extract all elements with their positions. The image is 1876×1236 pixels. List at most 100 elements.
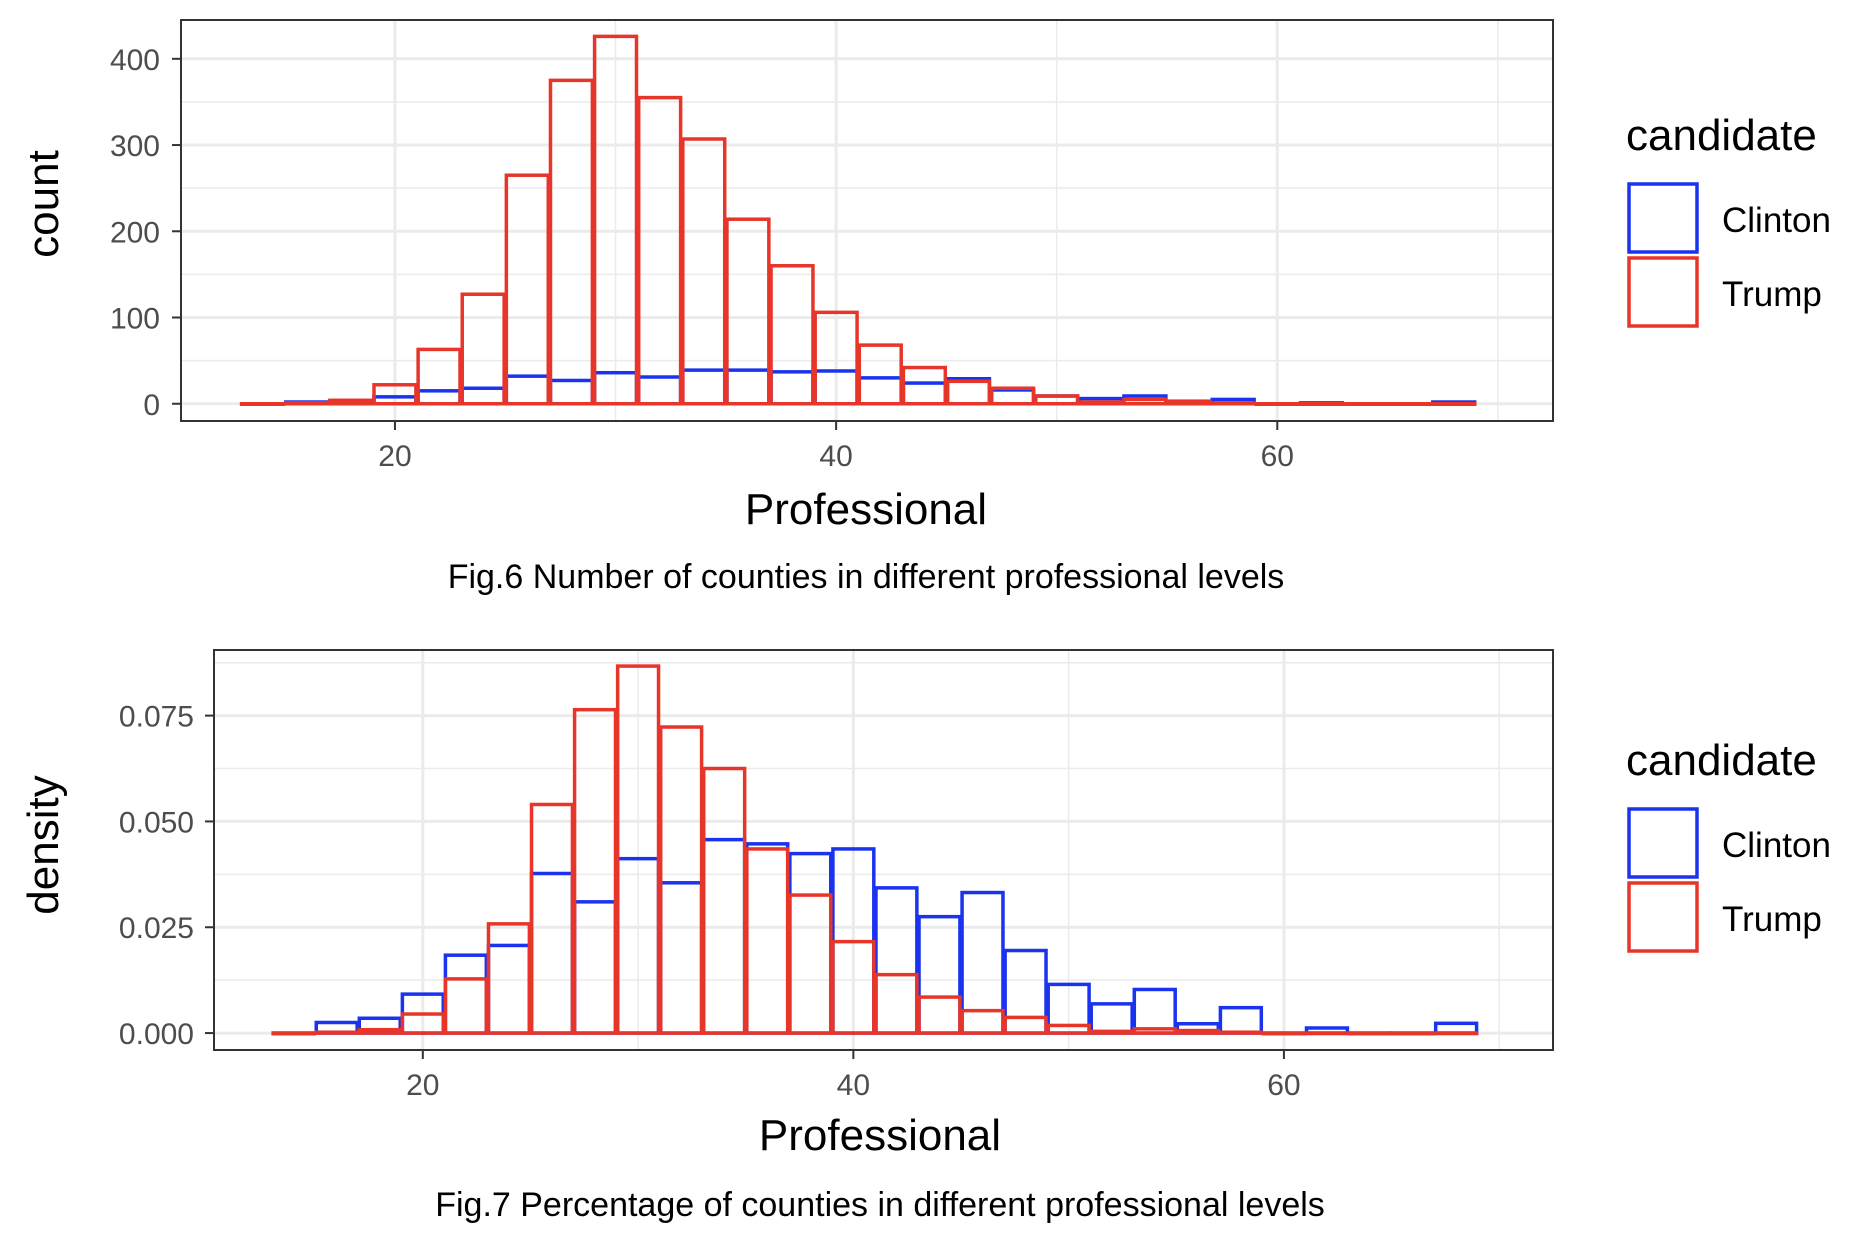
y-tick-label: 0.025: [119, 912, 194, 945]
trump-bar: [400, 1012, 446, 1035]
trump-bar: [1218, 1030, 1264, 1035]
trump-bar: [681, 137, 727, 406]
x-axis-ticks: 20 40 60: [378, 421, 1294, 473]
x-tick-label: 20: [378, 440, 411, 473]
trump-bar: [615, 664, 661, 1035]
trump-bar: [1347, 1031, 1393, 1036]
y-tick-label: 300: [110, 130, 160, 163]
trump-bar: [857, 343, 903, 406]
trump-bar: [1386, 402, 1433, 407]
plot-border: [213, 649, 1554, 1051]
trump-bar: [592, 34, 639, 406]
legend-label-trump: Trump: [1722, 275, 1822, 314]
y-tick-label: 400: [110, 44, 160, 77]
trump-bar: [1132, 1027, 1177, 1035]
x-tick-label: 60: [1261, 440, 1294, 473]
trump-bar: [831, 939, 876, 1035]
trump-bar: [1122, 397, 1168, 406]
legend-label-clinton: Clinton: [1722, 201, 1831, 240]
trump-bar: [917, 995, 962, 1035]
trump-bar: [328, 398, 374, 406]
trump-bar: [960, 1008, 1005, 1035]
legend-key-clinton: [1627, 182, 1699, 254]
legend: candidate Clinton Trump: [1626, 736, 1831, 953]
trump-bar: [314, 1030, 359, 1035]
y-tick-label: 100: [110, 303, 160, 336]
figure-caption: Fig.7 Percentage of counties in differen…: [435, 1186, 1325, 1224]
x-tick-label: 20: [406, 1069, 439, 1102]
trump-bar: [725, 217, 771, 406]
plot-background: [214, 650, 1553, 1050]
trump-bar: [701, 766, 747, 1035]
trump-bars: [239, 34, 1477, 407]
trump-bar: [1433, 1031, 1479, 1036]
y-axis-title: count: [19, 150, 68, 258]
figure-caption: Fig.6 Number of counties in different pr…: [448, 558, 1285, 596]
plot-background: [181, 20, 1553, 421]
trump-bar: [1261, 1031, 1307, 1036]
trump-bar: [357, 1027, 402, 1035]
y-axis-ticks: 0 100 200 300 400: [110, 44, 181, 422]
trump-bar: [901, 365, 948, 406]
trump-bar: [1175, 1028, 1220, 1035]
y-tick-label: 0.050: [119, 806, 194, 839]
plot-border: [180, 19, 1554, 422]
y-tick-label: 0.075: [119, 701, 194, 734]
trump-bar: [572, 707, 618, 1035]
trump-bar: [1431, 402, 1477, 407]
x-tick-label: 40: [819, 440, 852, 473]
trump-bar: [788, 893, 833, 1035]
trump-bar: [813, 310, 859, 406]
trump-bar: [460, 292, 506, 406]
trump-bar: [416, 347, 462, 406]
y-tick-label: 0: [143, 389, 160, 422]
trump-bar: [1254, 402, 1300, 407]
trump-bar: [945, 379, 992, 406]
trump-bar: [284, 401, 330, 406]
legend-title: candidate: [1626, 736, 1817, 785]
y-tick-label: 200: [110, 216, 160, 249]
x-tick-label: 60: [1267, 1069, 1300, 1102]
legend-label-clinton: Clinton: [1722, 826, 1831, 865]
y-axis-title: density: [19, 775, 68, 914]
trump-bar: [239, 402, 286, 407]
legend-key-clinton: [1627, 807, 1699, 879]
trump-bar: [636, 95, 683, 406]
legend-title: candidate: [1626, 111, 1817, 160]
trump-bar: [874, 972, 919, 1035]
legend: candidate Clinton Trump: [1626, 111, 1831, 328]
trump-bar: [1089, 1029, 1134, 1035]
trump-bar: [769, 264, 815, 406]
chart-panel-density: 0.000 0.025 0.050 0.075 20 40 60 density Prof…: [19, 649, 1831, 1224]
y-tick-label: 0.000: [119, 1018, 194, 1051]
trump-bar: [1390, 1031, 1436, 1036]
x-tick-label: 40: [837, 1069, 870, 1102]
trump-bar: [1078, 400, 1124, 406]
trump-bar: [1304, 1031, 1350, 1036]
trump-bar: [658, 725, 704, 1035]
trump-bar: [1046, 1023, 1091, 1035]
trump-bar: [1166, 399, 1212, 406]
trump-bar: [1342, 402, 1389, 407]
trump-bar: [1210, 401, 1256, 406]
trump-bar: [271, 1031, 316, 1036]
trump-bar: [745, 847, 790, 1035]
trump-bar: [443, 977, 489, 1035]
x-axis-title: Professional: [745, 485, 987, 534]
legend-label-trump: Trump: [1722, 900, 1822, 939]
y-axis-ticks: 0.000 0.025 0.050 0.075: [119, 701, 214, 1051]
trump-bar: [372, 383, 418, 406]
trump-bar: [1298, 402, 1345, 407]
trump-bar: [989, 386, 1036, 406]
grid-lines: [181, 20, 1553, 421]
legend-key-trump: [1627, 256, 1699, 328]
x-axis-ticks: 20 40 60: [406, 1050, 1301, 1102]
x-axis-title: Professional: [759, 1111, 1001, 1160]
trump-bars: [271, 664, 1479, 1036]
trump-bar: [529, 802, 575, 1035]
trump-bar: [504, 173, 551, 406]
trump-bar: [1003, 1015, 1048, 1035]
trump-bar: [486, 922, 532, 1035]
